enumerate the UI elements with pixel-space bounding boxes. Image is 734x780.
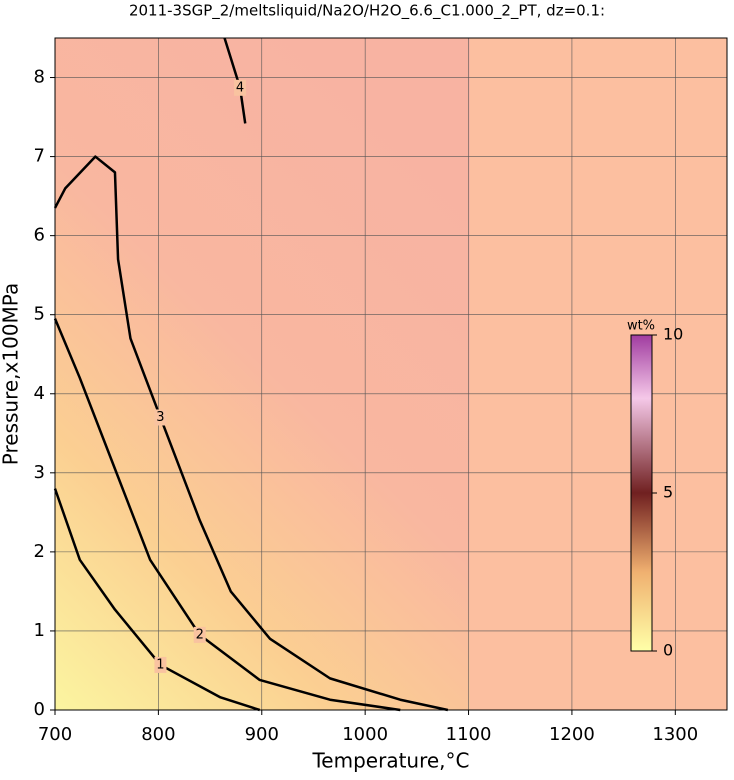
- y-tick-label: 5: [34, 304, 45, 325]
- contour-label-bg: [154, 409, 167, 426]
- contour-label: 2: [196, 627, 204, 642]
- contour-label-bg: [234, 79, 247, 96]
- contour-label: 1: [156, 657, 164, 672]
- contour-label: 4: [236, 80, 244, 95]
- contour-label-bg: [154, 656, 167, 673]
- y-tick-label: 0: [34, 699, 45, 720]
- colorbar-label: wt%: [627, 319, 655, 334]
- contour-line: [53, 488, 261, 712]
- y-axis-label: Pressure,x100MPa: [0, 283, 23, 465]
- y-tick-label: 8: [34, 67, 45, 88]
- y-tick-label: 3: [34, 462, 45, 483]
- colorbar-tick-label: 10: [663, 325, 683, 344]
- plot-frame: [54, 37, 728, 711]
- x-tick-label: 800: [141, 724, 175, 745]
- y-tick-label: 2: [34, 541, 45, 562]
- x-tick-label: 1100: [446, 724, 492, 745]
- x-axis-label: Temperature,°C: [311, 749, 469, 773]
- background: [55, 38, 470, 710]
- contour-label-bg: [193, 626, 206, 643]
- colorbar-tick-label: 0: [663, 641, 673, 660]
- y-tick-label: 4: [34, 383, 45, 404]
- colorbar: [630, 334, 653, 652]
- chart-title: 2011-3SGP_2/meltsliquid/Na2O/H2O_6.6_C1.…: [129, 2, 605, 21]
- y-tick-label: 7: [34, 146, 45, 167]
- contour-line: [53, 318, 401, 712]
- y-tick-label: 6: [34, 225, 45, 246]
- contour-label: 3: [156, 410, 164, 425]
- x-tick-label: 700: [38, 724, 72, 745]
- x-tick-label: 1300: [652, 724, 698, 745]
- background: [470, 38, 727, 710]
- x-tick-label: 1000: [342, 724, 388, 745]
- colorbar-tick-label: 5: [663, 483, 673, 502]
- y-tick-label: 1: [34, 620, 45, 641]
- x-tick-label: 900: [245, 724, 279, 745]
- x-tick-label: 1200: [549, 724, 595, 745]
